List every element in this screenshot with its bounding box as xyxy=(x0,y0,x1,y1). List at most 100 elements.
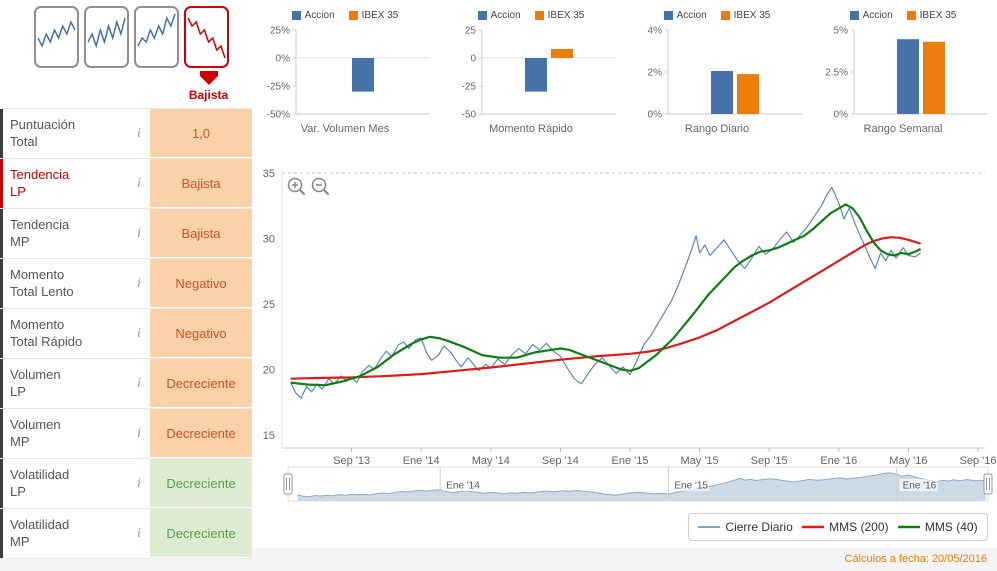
svg-text:0%: 0% xyxy=(276,54,291,65)
pattern-thumbnail-selected[interactable] xyxy=(184,6,229,68)
mini-chart: Accion IBEX 35 5% 2.5% 0% Rango Semanal xyxy=(810,6,996,135)
mini-bar-plot: 5% 2.5% 0% xyxy=(825,26,988,121)
svg-text:Sep '15: Sep '15 xyxy=(751,455,788,467)
mini-chart-title: Rango Semanal xyxy=(863,123,943,135)
navigator-handle-left[interactable] xyxy=(283,473,293,495)
info-icon[interactable]: i xyxy=(137,125,141,141)
svg-text:-50: -50 xyxy=(462,110,477,121)
info-icon[interactable]: i xyxy=(137,275,141,291)
pattern-thumbnail[interactable] xyxy=(134,6,179,68)
accion-swatch xyxy=(291,11,301,20)
indicator-value: Bajista xyxy=(150,159,252,208)
pattern-thumbnail[interactable] xyxy=(34,6,79,68)
mini-bar-plot: 25 0 -25 -50 xyxy=(462,26,616,121)
indicator-label: Puntuación Total xyxy=(10,117,76,149)
svg-text:May '16: May '16 xyxy=(889,455,927,467)
navigator-handle-right[interactable] xyxy=(983,473,993,495)
mini-chart: Accion IBEX 35 25 0 -25 -50 Momento Rápido xyxy=(438,6,624,135)
mini-chart: Accion IBEX 35 25% 0% -25% -50% Var. Volumen M… xyxy=(252,6,438,135)
pattern-sparkline xyxy=(137,13,176,47)
info-icon[interactable]: i xyxy=(137,175,141,191)
svg-text:0%: 0% xyxy=(834,110,849,121)
mini-legend: Accion IBEX 35 xyxy=(663,10,770,21)
indicator-label: Volumen LP xyxy=(10,367,61,399)
legend-ibex: IBEX 35 xyxy=(720,10,770,21)
zoom-in-icon[interactable] xyxy=(286,176,308,203)
svg-text:Ene '15: Ene '15 xyxy=(612,455,649,467)
accion-swatch xyxy=(849,11,859,20)
trend-label: Bajista xyxy=(188,88,229,102)
svg-text:25: 25 xyxy=(263,299,275,311)
svg-text:Ene '16: Ene '16 xyxy=(903,481,937,492)
info-icon[interactable]: i xyxy=(137,425,141,441)
indicator-accent-bar xyxy=(0,509,3,558)
svg-text:35: 35 xyxy=(263,168,275,180)
indicator-row: Momento Total Rápido i Negativo xyxy=(0,309,252,359)
legend-ibex: IBEX 35 xyxy=(348,10,398,21)
ibex-bar xyxy=(923,41,945,114)
trend-marker: Bajista xyxy=(184,71,233,102)
svg-text:-25: -25 xyxy=(462,82,477,93)
indicator-row: Volumen LP i Decreciente xyxy=(0,359,252,409)
accion-swatch xyxy=(477,11,487,20)
info-icon[interactable]: i xyxy=(137,525,141,541)
series-mms-40 xyxy=(290,203,922,387)
legend-label: Cierre Diario xyxy=(725,520,793,534)
legend-accion: Accion xyxy=(291,10,335,21)
series-mms-200 xyxy=(290,236,921,380)
legend-label: MMS (40) xyxy=(924,520,978,534)
indicator-value: Negativo xyxy=(150,259,252,308)
indicator-row: Volatilidad LP i Decreciente xyxy=(0,459,252,509)
legend-line-mms-200 xyxy=(802,525,825,529)
indicator-label: Volumen MP xyxy=(10,417,61,449)
zoom-out-icon[interactable] xyxy=(310,176,332,203)
svg-text:5%: 5% xyxy=(834,26,849,37)
mini-legend: Accion IBEX 35 xyxy=(477,10,584,21)
svg-text:-25%: -25% xyxy=(267,82,290,93)
indicator-accent-bar xyxy=(0,209,3,258)
svg-text:15: 15 xyxy=(263,430,275,442)
legend-item-mms-200[interactable]: MMS (200) xyxy=(802,520,889,534)
svg-text:Ene '14: Ene '14 xyxy=(446,481,480,492)
navigator[interactable]: Ene '14 Ene '15 Ene '16 xyxy=(252,464,997,508)
accion-bar xyxy=(525,58,547,92)
accion-bar xyxy=(897,39,919,115)
svg-text:2.5%: 2.5% xyxy=(825,68,848,79)
pattern-sparkline xyxy=(87,17,126,49)
indicator-value: 1,0 xyxy=(150,109,252,158)
legend-label: MMS (200) xyxy=(829,520,889,534)
pattern-thumbnail[interactable] xyxy=(84,6,129,68)
svg-text:25: 25 xyxy=(465,26,477,37)
info-icon[interactable]: i xyxy=(137,375,141,391)
svg-text:May '14: May '14 xyxy=(472,455,510,467)
svg-text:Sep '14: Sep '14 xyxy=(542,455,579,467)
indicator-accent-bar xyxy=(0,109,3,158)
info-icon[interactable]: i xyxy=(137,475,141,491)
indicator-label: Tendencia LP xyxy=(10,167,70,199)
legend-accion: Accion xyxy=(663,10,707,21)
svg-text:Ene '15: Ene '15 xyxy=(674,481,708,492)
indicator-row: Momento Total Lento i Negativo xyxy=(0,259,252,309)
legend-item-mms-40[interactable]: MMS (40) xyxy=(897,520,978,534)
trend-down-arrow-icon xyxy=(199,71,218,85)
info-icon[interactable]: i xyxy=(137,325,141,341)
svg-text:May '15: May '15 xyxy=(681,455,719,467)
accion-bar xyxy=(352,58,374,92)
legend-line-cierre-diario xyxy=(698,526,721,528)
indicator-label: Momento Total Rápido xyxy=(10,317,83,349)
legend-ibex: IBEX 35 xyxy=(534,10,584,21)
indicator-label: Volatilidad LP xyxy=(10,467,70,499)
ibex-swatch xyxy=(720,11,730,20)
svg-text:0: 0 xyxy=(470,54,476,65)
pattern-sparkline xyxy=(187,17,226,59)
indicator-accent-bar xyxy=(0,309,3,358)
indicator-label: Volatilidad MP xyxy=(10,517,70,549)
indicator-accent-bar xyxy=(0,359,3,408)
mini-chart: Accion IBEX 35 4% 2% 0% Rango Diario xyxy=(624,6,810,135)
price-chart[interactable]: 35 30 25 20 15 Sep '13 Ene '14 May '14 Sep '14 En… xyxy=(252,158,997,468)
pattern-thumbnails: Bajista xyxy=(0,0,252,108)
info-icon[interactable]: i xyxy=(137,225,141,241)
legend-item-cierre-diario[interactable]: Cierre Diario xyxy=(698,520,793,534)
thumb-row xyxy=(34,6,229,68)
